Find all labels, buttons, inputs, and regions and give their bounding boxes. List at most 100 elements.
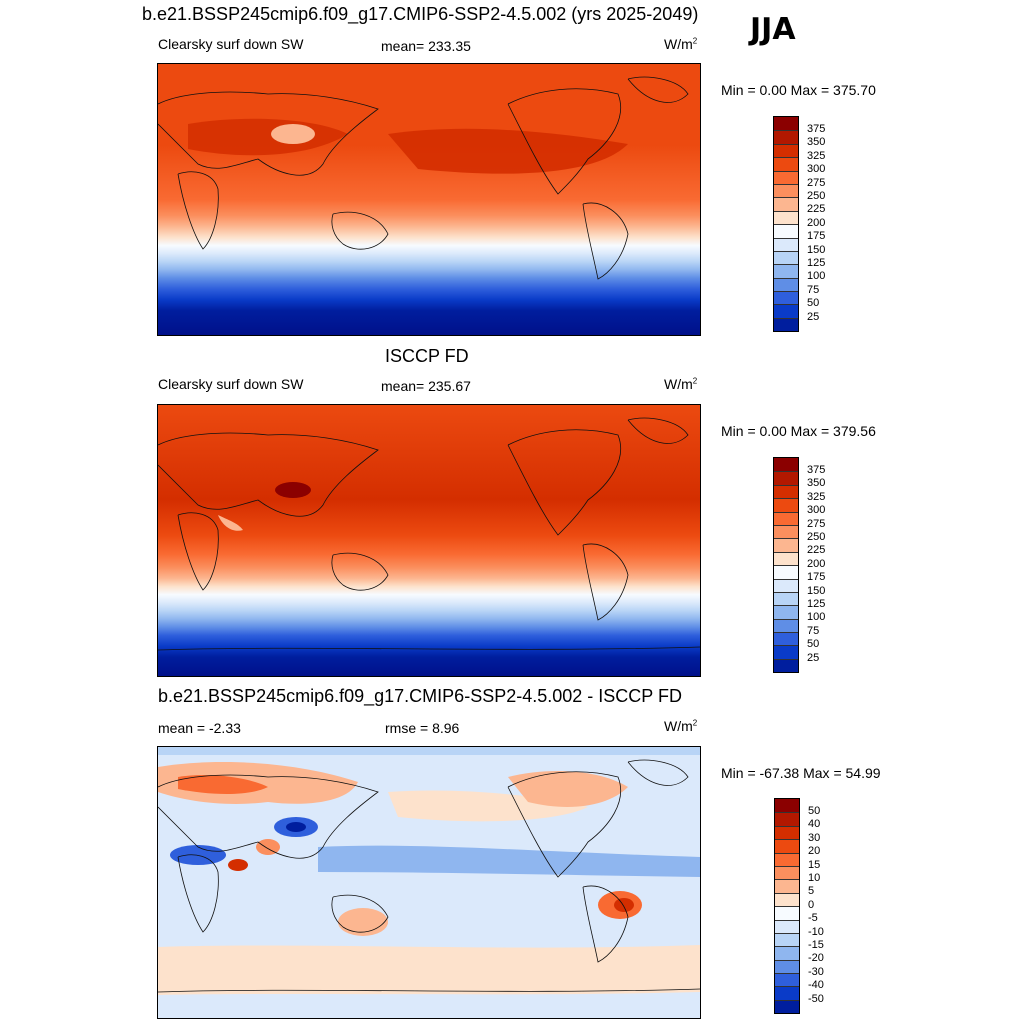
colorbar-diff-swatches bbox=[774, 798, 800, 1015]
colorbar-obs-seg bbox=[774, 538, 798, 552]
colorbar-diff-tick: 10 bbox=[808, 872, 821, 884]
obs-title: ISCCP FD bbox=[385, 346, 469, 366]
colorbar-obs-seg bbox=[774, 591, 798, 606]
colorbar-obs-tick: 25 bbox=[807, 651, 820, 664]
colorbar-obs-seg bbox=[774, 458, 798, 472]
colorbar-diff-tick: 15 bbox=[808, 858, 821, 871]
colorbar-obs-tick: 150 bbox=[807, 584, 826, 597]
colorbar-diff-seg bbox=[775, 973, 799, 987]
map-model-band-pacific bbox=[388, 128, 628, 174]
colorbar-obs-tick: 375 bbox=[807, 464, 826, 476]
map-obs-field bbox=[158, 405, 700, 676]
colorbar-diff-seg bbox=[775, 879, 799, 893]
colorbar-obs-seg bbox=[774, 658, 798, 673]
colorbar-model-seg bbox=[774, 170, 798, 184]
colorbar-diff-seg bbox=[775, 959, 799, 974]
colorbar-model-seg bbox=[774, 130, 798, 144]
colorbar-model-seg bbox=[774, 250, 798, 265]
map-diff-patch-brazil-core bbox=[614, 898, 634, 912]
map-model-field bbox=[158, 64, 700, 335]
units-label-obs: W/m2 bbox=[664, 376, 698, 392]
colorbar-diff-seg bbox=[775, 812, 799, 826]
colorbar-model-tick: 50 bbox=[807, 297, 820, 310]
colorbar-model-seg bbox=[774, 197, 798, 211]
colorbar-obs-seg bbox=[774, 565, 798, 579]
colorbar-model-seg bbox=[774, 264, 798, 278]
colorbar-obs-tick: 350 bbox=[807, 477, 826, 490]
colorbar-diff-tick: -10 bbox=[808, 925, 824, 938]
colorbar-obs-seg bbox=[774, 605, 798, 619]
colorbar-model-seg bbox=[774, 143, 798, 158]
colorbar-obs-seg bbox=[774, 632, 798, 646]
colorbar-model-seg bbox=[774, 277, 798, 292]
map-model bbox=[157, 63, 701, 336]
colorbar-diff-seg bbox=[775, 906, 799, 920]
colorbar-model-tick: 150 bbox=[807, 243, 826, 256]
colorbar-obs-seg bbox=[774, 645, 798, 659]
variable-label-model: Clearsky surf down SW bbox=[158, 36, 304, 52]
colorbar-obs-tick: 225 bbox=[807, 544, 826, 557]
colorbar-diff-seg bbox=[775, 986, 799, 1000]
diff-title: b.e21.BSSP245cmip6.f09_g17.CMIP6-SSP2-4.… bbox=[158, 686, 682, 706]
colorbar-model-tick: 200 bbox=[807, 216, 826, 229]
colorbar-model-seg bbox=[774, 237, 798, 251]
minmax-label-model: Min = 0.00 Max = 375.70 bbox=[721, 82, 876, 98]
map-diff-band-tropics bbox=[318, 845, 700, 877]
map-obs-coastlines bbox=[158, 417, 700, 651]
colorbar-diff-seg bbox=[775, 932, 799, 947]
map-diff-patch-europe bbox=[178, 775, 268, 794]
colorbar-obs-tick: 175 bbox=[807, 571, 826, 584]
map-diff-patch-india bbox=[256, 839, 280, 855]
colorbar-diff-seg bbox=[775, 999, 799, 1014]
colorbar-diff-tick: -20 bbox=[808, 952, 824, 965]
colorbar-model-seg bbox=[774, 157, 798, 171]
colorbar-model-tick: 325 bbox=[807, 149, 826, 162]
colorbar-diff-seg bbox=[775, 865, 799, 880]
colorbar-diff-seg bbox=[775, 852, 799, 866]
colorbar-model-tick: 275 bbox=[807, 176, 826, 189]
colorbar-diff-tick: 50 bbox=[808, 805, 821, 817]
colorbar-diff-seg bbox=[775, 799, 799, 813]
units-label-diff: W/m2 bbox=[664, 718, 698, 734]
colorbar-diff-tick: 0 bbox=[808, 898, 815, 911]
colorbar-obs-tick: 50 bbox=[807, 638, 820, 651]
season-label: JJA bbox=[750, 12, 796, 47]
map-diff-patch-arabia bbox=[228, 859, 248, 871]
map-diff bbox=[157, 746, 701, 1019]
colorbar-diff-seg bbox=[775, 919, 799, 933]
colorbar-diff-tick: -40 bbox=[808, 979, 824, 992]
colorbar-model-seg bbox=[774, 183, 798, 198]
map-diff-arctic bbox=[158, 747, 700, 755]
colorbar-obs-seg bbox=[774, 484, 798, 499]
colorbar-model-tick: 175 bbox=[807, 230, 826, 243]
colorbar-obs-tick: 250 bbox=[807, 531, 826, 543]
colorbar-diff-tick: 5 bbox=[808, 885, 815, 898]
units-label-model: W/m2 bbox=[664, 36, 698, 52]
colorbar-model-tick: 300 bbox=[807, 163, 826, 176]
map-diff-patch-namerica bbox=[508, 771, 628, 807]
colorbar-obs-seg bbox=[774, 578, 798, 592]
colorbar-diff-seg bbox=[775, 946, 799, 960]
colorbar-obs-swatches bbox=[773, 457, 799, 674]
colorbar-obs-seg bbox=[774, 618, 798, 633]
colorbar-obs-seg bbox=[774, 524, 798, 539]
colorbar-diff-tick: 40 bbox=[808, 818, 821, 831]
minmax-label-obs: Min = 0.00 Max = 379.56 bbox=[721, 423, 876, 439]
colorbar-model-seg bbox=[774, 304, 798, 318]
map-model-tibet bbox=[271, 124, 315, 144]
colorbar-model-tick: 225 bbox=[807, 203, 826, 216]
colorbar-diff-tick: 20 bbox=[808, 845, 821, 858]
variable-label-obs: Clearsky surf down SW bbox=[158, 376, 304, 392]
colorbar-obs-seg bbox=[774, 498, 798, 512]
colorbar-obs-tick: 325 bbox=[807, 490, 826, 503]
colorbar-diff-tick: -5 bbox=[808, 912, 818, 925]
map-obs-tibet bbox=[275, 482, 311, 498]
colorbar-obs-tick: 125 bbox=[807, 598, 826, 610]
colorbar-diff-seg bbox=[775, 839, 799, 853]
colorbar-model-tick: 100 bbox=[807, 270, 826, 283]
mean-label-obs: mean= 235.67 bbox=[381, 378, 471, 394]
mean-label-diff: mean = -2.33 bbox=[158, 720, 241, 736]
colorbar-obs-tick: 75 bbox=[807, 624, 820, 637]
colorbar-model-seg bbox=[774, 117, 798, 131]
colorbar-model-swatches bbox=[773, 116, 799, 333]
